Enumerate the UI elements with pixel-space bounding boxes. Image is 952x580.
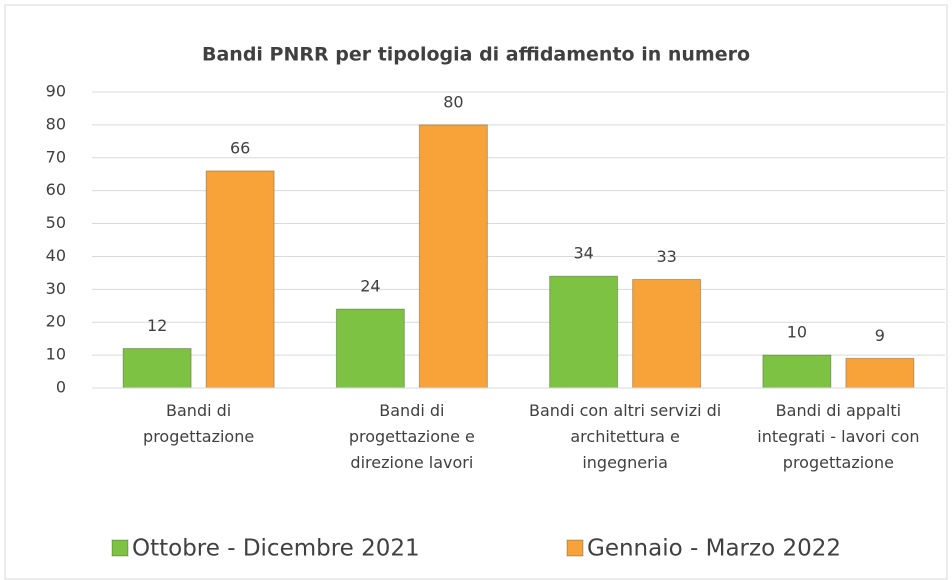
y-tick-label: 20 — [46, 312, 66, 331]
legend-swatch — [566, 539, 584, 557]
chart-title: Bandi PNRR per tipologia di affidamento … — [202, 44, 750, 66]
x-tick-label: Bandi con altri servizi di architettura … — [528, 401, 722, 472]
y-tick-label: 80 — [46, 114, 66, 133]
y-tick-label: 30 — [46, 279, 66, 298]
legend-label: Gennaio - Marzo 2022 — [587, 536, 841, 562]
bar — [762, 354, 832, 389]
bar — [122, 348, 192, 389]
x-tick-label: Bandi di progettazione e direzione lavor… — [348, 401, 475, 472]
y-tick-label: 60 — [46, 180, 66, 199]
data-label: 33 — [656, 247, 676, 266]
bar — [335, 308, 405, 389]
data-label: 34 — [573, 244, 593, 263]
y-tick-label: 90 — [46, 82, 66, 101]
y-tick-label: 50 — [46, 213, 66, 232]
y-tick-label: 10 — [46, 345, 66, 364]
data-label: 12 — [147, 316, 167, 335]
x-tick-label: Bandi di progettazione — [143, 401, 255, 446]
data-label: 66 — [230, 138, 250, 157]
bar — [205, 170, 275, 389]
data-label: 10 — [787, 323, 807, 342]
bar — [845, 357, 915, 389]
data-label: 80 — [443, 92, 463, 111]
legend-swatch — [111, 539, 129, 557]
y-tick-label: 0 — [56, 378, 66, 397]
y-tick-label: 40 — [46, 246, 66, 265]
y-tick-label: 70 — [46, 147, 66, 166]
bar — [418, 124, 488, 389]
legend-label: Ottobre - Dicembre 2021 — [132, 536, 420, 562]
data-label: 9 — [875, 326, 885, 345]
x-tick-label: Bandi di appalti integrati - lavori con … — [757, 401, 920, 472]
data-label: 24 — [360, 277, 380, 296]
bar — [632, 278, 702, 389]
bar — [549, 275, 619, 389]
